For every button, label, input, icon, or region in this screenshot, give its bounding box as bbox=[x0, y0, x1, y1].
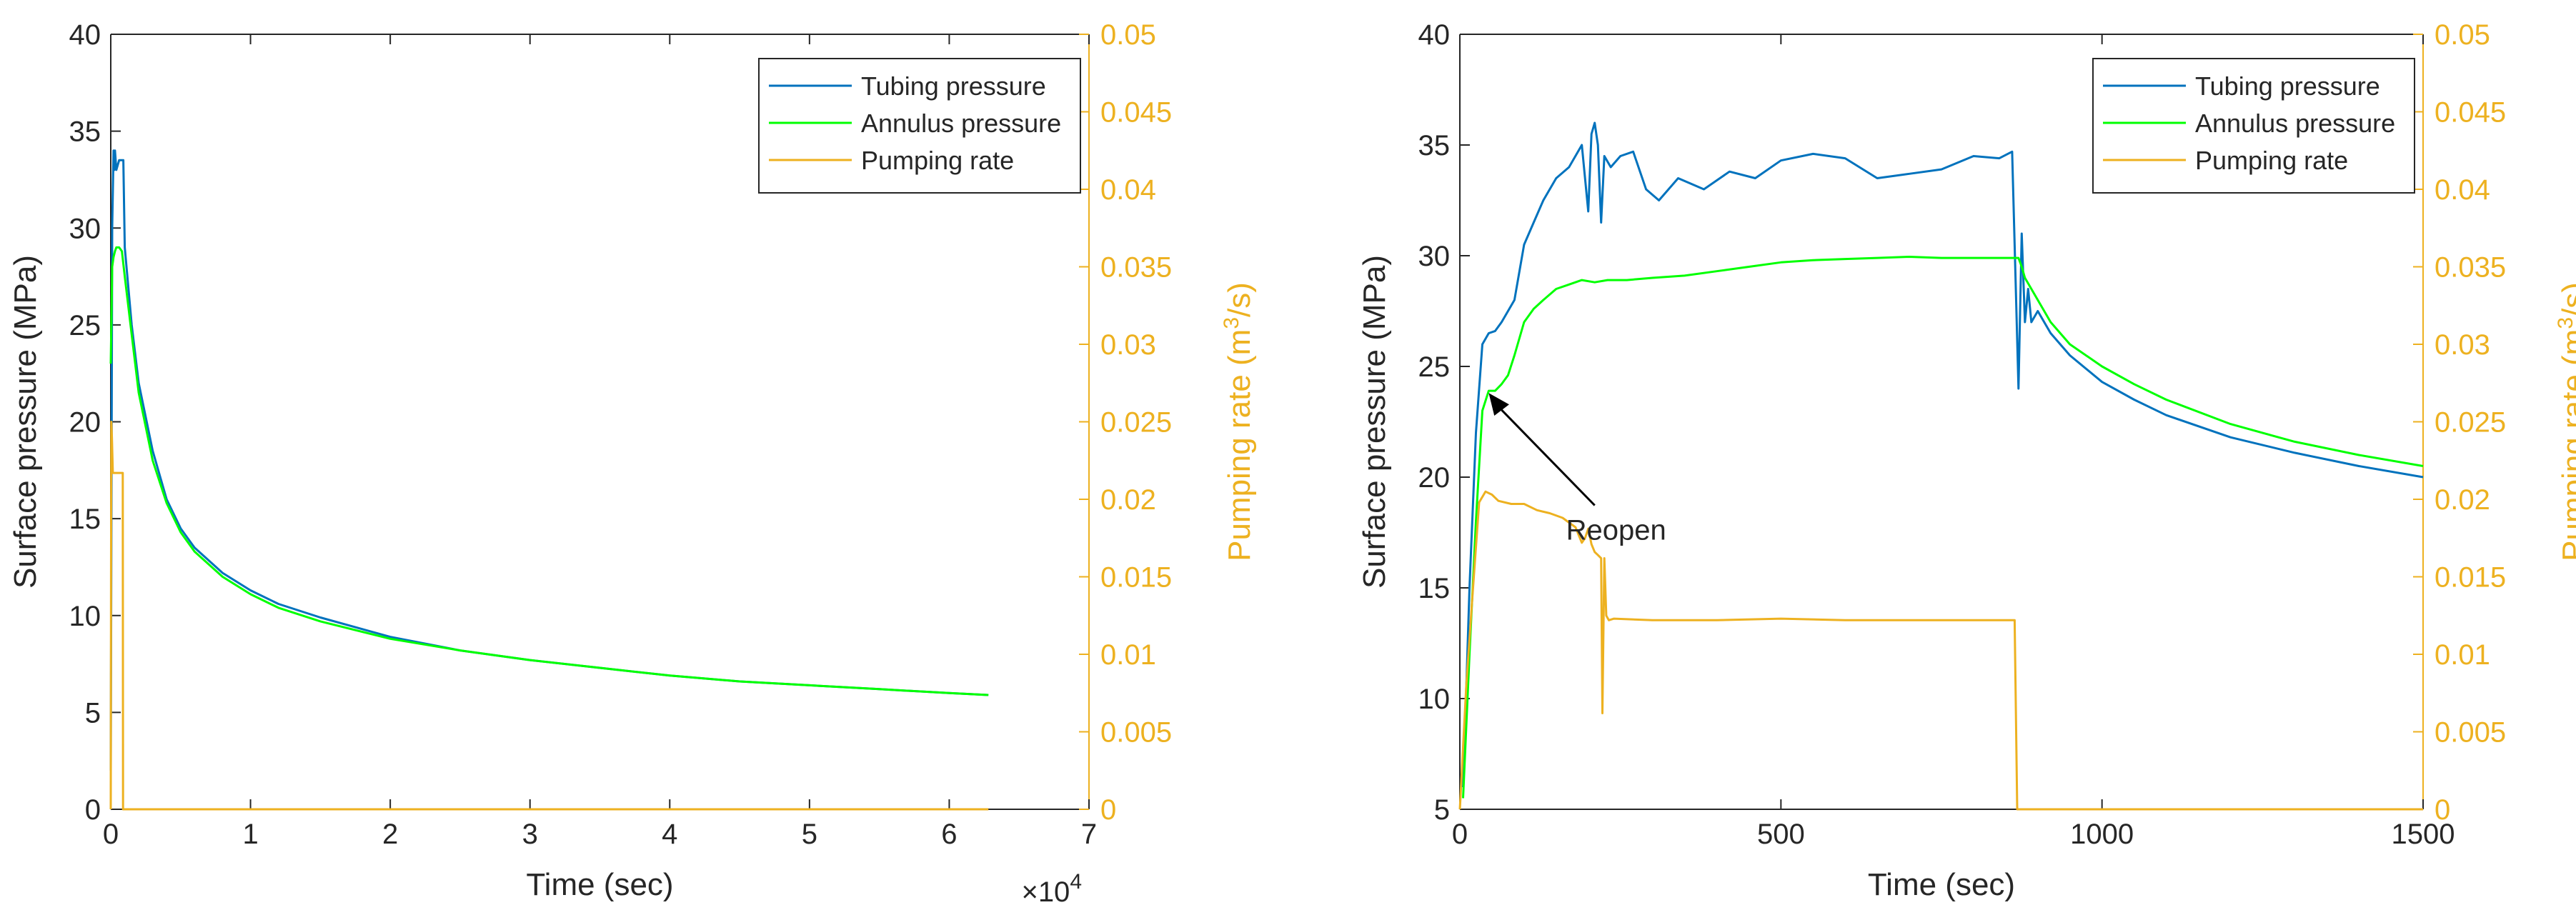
x-tick-label: 3 bbox=[522, 819, 538, 850]
legend-box bbox=[758, 58, 1081, 194]
x-exponent-label: ×104 bbox=[1021, 870, 1082, 908]
y-tick-label: 20 bbox=[1418, 462, 1451, 494]
legend-box bbox=[2092, 58, 2415, 194]
y2-label-prefix: Pumping rate (m bbox=[1222, 329, 1257, 561]
legend-label: Tubing pressure bbox=[2195, 71, 2380, 101]
y2-tick-label: 0.035 bbox=[1100, 252, 1172, 284]
y2-tick-label: 0.045 bbox=[1100, 97, 1172, 129]
y-tick-label: 5 bbox=[1434, 794, 1450, 826]
y2-tick-label: 0 bbox=[1100, 794, 1116, 826]
series-line-pumping-rate bbox=[1458, 490, 2423, 811]
y2-tick-label: 0.025 bbox=[1100, 407, 1172, 439]
y-axis-label: Surface pressure (MPa) bbox=[1357, 255, 1392, 589]
x-tick-label: 2 bbox=[382, 819, 398, 850]
legend-label: Pumping rate bbox=[861, 146, 1014, 175]
y2-label-sup: 3 bbox=[1220, 317, 1243, 329]
y2-tick-label: 0.04 bbox=[1100, 174, 1156, 206]
series-line-tubing-pressure bbox=[109, 149, 989, 771]
y-tick-label: 30 bbox=[69, 213, 101, 244]
series-line-annulus-pressure bbox=[1462, 256, 2424, 799]
x-tick-label: 1500 bbox=[2392, 819, 2455, 850]
y2-tick-label: 0.02 bbox=[2435, 484, 2490, 516]
x-axis-label: Time (sec) bbox=[526, 867, 673, 902]
y2-tick-label: 0.025 bbox=[2435, 407, 2506, 439]
y-tick-label: 5 bbox=[85, 697, 101, 729]
y-tick-label: 40 bbox=[69, 19, 101, 51]
legend-label: Pumping rate bbox=[2195, 146, 2348, 175]
y-tick-label: 35 bbox=[1418, 130, 1451, 161]
y2-tick-label: 0.04 bbox=[2435, 174, 2490, 206]
legend-label: Tubing pressure bbox=[861, 71, 1046, 101]
chart-panel-2: 0 500 1000 1500 5 10 15 20 25 30 35 40 0 0.005 0.01 0.0… bbox=[1357, 19, 2576, 902]
x-tick-label: 5 bbox=[802, 819, 817, 850]
y-tick-label: 15 bbox=[69, 504, 101, 535]
y2-tick-label: 0.02 bbox=[1100, 484, 1156, 516]
y-tick-label: 0 bbox=[85, 794, 101, 826]
y-tick-label: 10 bbox=[69, 601, 101, 632]
y-tick-label: 25 bbox=[69, 310, 101, 341]
y-tick-label: 15 bbox=[1418, 573, 1451, 604]
y2-axis-label: Pumping rate (m3/s) bbox=[2554, 282, 2576, 561]
y2-tick-label: 0.005 bbox=[1100, 717, 1172, 749]
x-tick-label: 6 bbox=[941, 819, 957, 850]
x-tick-label: 1 bbox=[242, 819, 258, 850]
x-tick-label: 4 bbox=[662, 819, 677, 850]
x-tick-label: 0 bbox=[103, 819, 119, 850]
y-tick-label: 20 bbox=[69, 407, 101, 439]
y2-label-prefix: Pumping rate (m bbox=[2556, 329, 2576, 561]
y2-tick-label: 0.015 bbox=[1100, 562, 1172, 594]
y-tick-label: 10 bbox=[1418, 684, 1451, 715]
series-line-pumping-rate bbox=[109, 421, 989, 811]
y2-tick-label: 0.03 bbox=[2435, 329, 2490, 361]
y2-axis-label: Pumping rate (m3/s) bbox=[1220, 282, 1257, 561]
y2-tick-label: 0.005 bbox=[2435, 717, 2506, 749]
y2-tick-label: 0.01 bbox=[1100, 639, 1156, 671]
x-axis-label: Time (sec) bbox=[1868, 867, 2015, 902]
x-exponent-sup: 4 bbox=[1070, 870, 1082, 894]
y2-tick-label: 0.035 bbox=[2435, 252, 2506, 284]
y2-label-sup: 3 bbox=[2554, 317, 2576, 329]
y2-tick-label: 0.03 bbox=[1100, 329, 1156, 361]
chart-panel-1: 0 1 2 3 4 5 6 7051015202530354000.0050.010.0150… bbox=[8, 19, 1257, 908]
x-tick-label: 7 bbox=[1081, 819, 1097, 850]
annotation-text: Reopen bbox=[1566, 515, 1666, 546]
y2-tick-label: 0.045 bbox=[2435, 97, 2506, 129]
y-tick-label: 40 bbox=[1418, 19, 1451, 51]
y-tick-label: 30 bbox=[1418, 241, 1451, 272]
annotation-arrow-shaft bbox=[1501, 409, 1596, 506]
annotation-arrow-head bbox=[1488, 393, 1509, 416]
x-tick-label: 500 bbox=[1757, 819, 1805, 850]
x-tick-label: 1000 bbox=[2070, 819, 2134, 850]
y2-label-suffix: /s) bbox=[2556, 282, 2576, 317]
series-line-annulus-pressure bbox=[109, 246, 989, 696]
y2-label-suffix: /s) bbox=[1222, 282, 1257, 317]
y2-tick-label: 0.05 bbox=[1100, 19, 1156, 51]
x-exponent-base: ×10 bbox=[1021, 876, 1070, 908]
y2-tick-label: 0.05 bbox=[2435, 19, 2490, 51]
y2-tick-label: 0.01 bbox=[2435, 639, 2490, 671]
series-line-tubing-pressure bbox=[1462, 121, 2424, 788]
y-axis-label: Surface pressure (MPa) bbox=[8, 255, 43, 589]
x-tick-label: 0 bbox=[1452, 819, 1468, 850]
y-tick-label: 25 bbox=[1418, 351, 1451, 383]
legend-label: Annulus pressure bbox=[2195, 109, 2395, 138]
y2-tick-label: 0 bbox=[2435, 794, 2450, 826]
legend-label: Annulus pressure bbox=[861, 109, 1061, 138]
y2-tick-label: 0.015 bbox=[2435, 562, 2506, 594]
y-tick-label: 35 bbox=[69, 116, 101, 148]
